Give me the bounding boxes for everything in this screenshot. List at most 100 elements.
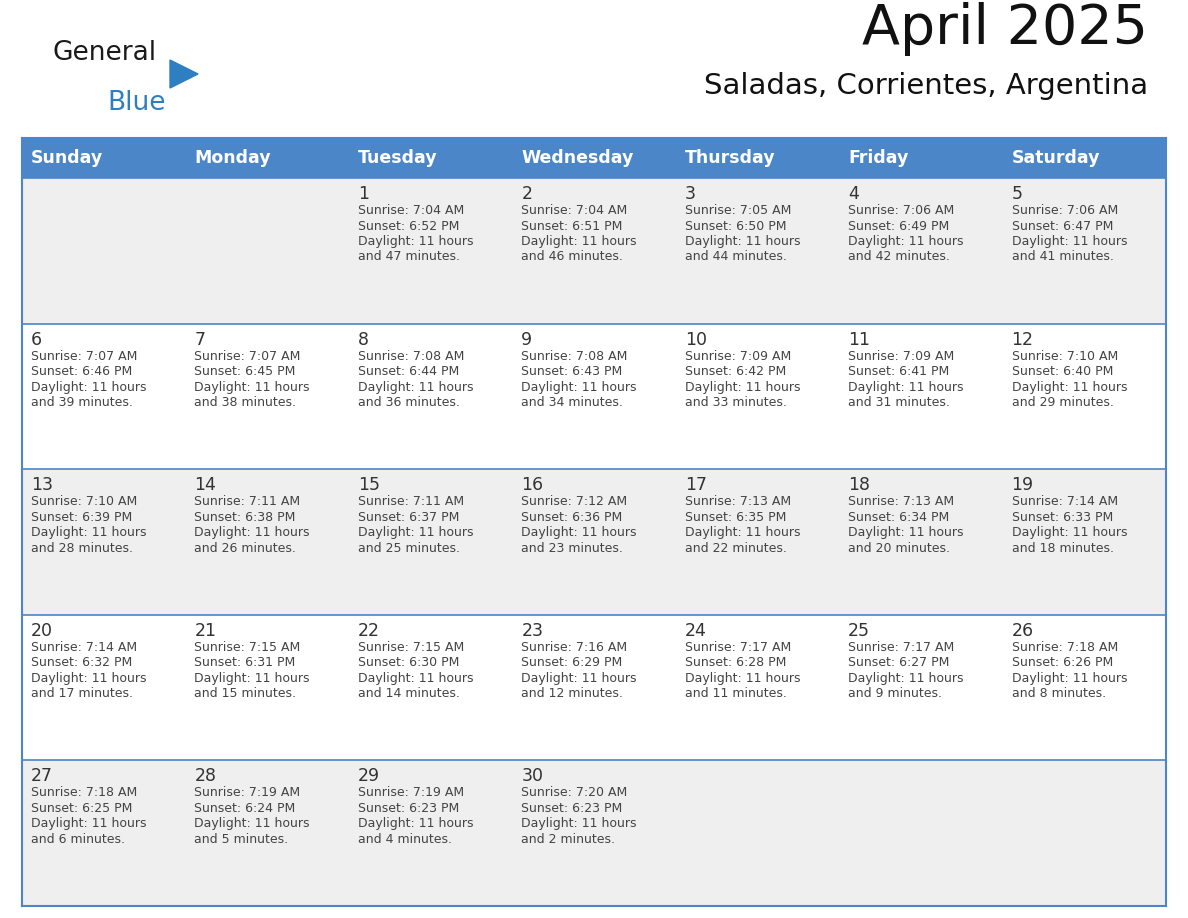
Text: Sunset: 6:37 PM: Sunset: 6:37 PM <box>358 510 460 523</box>
Bar <box>512 138 676 178</box>
Text: Daylight: 11 hours: Daylight: 11 hours <box>848 672 963 685</box>
Text: 21: 21 <box>195 621 216 640</box>
Text: Sunrise: 7:17 AM: Sunrise: 7:17 AM <box>684 641 791 654</box>
Text: Sunset: 6:23 PM: Sunset: 6:23 PM <box>358 802 459 815</box>
Text: Daylight: 11 hours: Daylight: 11 hours <box>684 381 801 394</box>
Text: Daylight: 11 hours: Daylight: 11 hours <box>195 381 310 394</box>
Text: Daylight: 11 hours: Daylight: 11 hours <box>358 672 473 685</box>
Text: Sunrise: 7:09 AM: Sunrise: 7:09 AM <box>848 350 954 363</box>
Text: 20: 20 <box>31 621 53 640</box>
Text: Sunset: 6:35 PM: Sunset: 6:35 PM <box>684 510 786 523</box>
Text: 15: 15 <box>358 476 380 494</box>
Text: Wednesday: Wednesday <box>522 149 633 167</box>
Text: Daylight: 11 hours: Daylight: 11 hours <box>1011 381 1127 394</box>
Text: Sunrise: 7:13 AM: Sunrise: 7:13 AM <box>684 495 791 509</box>
Text: 3: 3 <box>684 185 696 203</box>
Text: Sunrise: 7:18 AM: Sunrise: 7:18 AM <box>31 787 138 800</box>
Bar <box>839 178 1003 324</box>
Text: Sunrise: 7:19 AM: Sunrise: 7:19 AM <box>358 787 465 800</box>
Text: Saladas, Corrientes, Argentina: Saladas, Corrientes, Argentina <box>703 72 1148 100</box>
Text: and 41 minutes.: and 41 minutes. <box>1011 251 1113 263</box>
Bar <box>512 760 676 906</box>
Text: Sunset: 6:34 PM: Sunset: 6:34 PM <box>848 510 949 523</box>
Text: and 39 minutes.: and 39 minutes. <box>31 396 133 409</box>
Text: and 31 minutes.: and 31 minutes. <box>848 396 950 409</box>
Bar <box>23 324 185 469</box>
Text: 17: 17 <box>684 476 707 494</box>
Text: Daylight: 11 hours: Daylight: 11 hours <box>358 235 473 248</box>
Text: Daylight: 11 hours: Daylight: 11 hours <box>195 672 310 685</box>
Bar <box>23 469 185 615</box>
Text: and 5 minutes.: and 5 minutes. <box>195 833 289 845</box>
Bar <box>1003 615 1165 760</box>
Text: and 15 minutes.: and 15 minutes. <box>195 688 297 700</box>
Text: and 47 minutes.: and 47 minutes. <box>358 251 460 263</box>
Text: 25: 25 <box>848 621 870 640</box>
Text: and 8 minutes.: and 8 minutes. <box>1011 688 1106 700</box>
Text: Daylight: 11 hours: Daylight: 11 hours <box>522 235 637 248</box>
Text: and 17 minutes.: and 17 minutes. <box>31 688 133 700</box>
Text: 29: 29 <box>358 767 380 786</box>
Text: Sunset: 6:31 PM: Sunset: 6:31 PM <box>195 656 296 669</box>
Text: Sunset: 6:47 PM: Sunset: 6:47 PM <box>1011 219 1113 232</box>
Text: Daylight: 11 hours: Daylight: 11 hours <box>358 817 473 831</box>
Text: Sunset: 6:52 PM: Sunset: 6:52 PM <box>358 219 460 232</box>
Bar <box>676 469 839 615</box>
Text: Daylight: 11 hours: Daylight: 11 hours <box>522 817 637 831</box>
Text: and 25 minutes.: and 25 minutes. <box>358 542 460 554</box>
Text: 23: 23 <box>522 621 543 640</box>
Bar <box>23 178 185 324</box>
Text: 27: 27 <box>31 767 53 786</box>
Text: Sunset: 6:42 PM: Sunset: 6:42 PM <box>684 365 786 378</box>
Text: Sunset: 6:51 PM: Sunset: 6:51 PM <box>522 219 623 232</box>
Text: Daylight: 11 hours: Daylight: 11 hours <box>684 672 801 685</box>
Text: General: General <box>52 40 156 66</box>
Text: 8: 8 <box>358 330 368 349</box>
Text: and 12 minutes.: and 12 minutes. <box>522 688 624 700</box>
Text: 6: 6 <box>31 330 42 349</box>
Text: Sunset: 6:32 PM: Sunset: 6:32 PM <box>31 656 132 669</box>
Text: and 2 minutes.: and 2 minutes. <box>522 833 615 845</box>
Text: Blue: Blue <box>107 90 165 116</box>
Text: Sunset: 6:49 PM: Sunset: 6:49 PM <box>848 219 949 232</box>
Text: Friday: Friday <box>848 149 909 167</box>
Text: 22: 22 <box>358 621 380 640</box>
Text: 16: 16 <box>522 476 543 494</box>
Text: Daylight: 11 hours: Daylight: 11 hours <box>848 381 963 394</box>
Text: 11: 11 <box>848 330 870 349</box>
Text: Sunset: 6:27 PM: Sunset: 6:27 PM <box>848 656 949 669</box>
Text: and 26 minutes.: and 26 minutes. <box>195 542 296 554</box>
Bar <box>839 469 1003 615</box>
Bar <box>1003 138 1165 178</box>
Text: Sunrise: 7:06 AM: Sunrise: 7:06 AM <box>848 204 954 217</box>
Text: Thursday: Thursday <box>684 149 776 167</box>
Text: Daylight: 11 hours: Daylight: 11 hours <box>195 526 310 539</box>
Text: 5: 5 <box>1011 185 1023 203</box>
Text: 12: 12 <box>1011 330 1034 349</box>
Text: Sunset: 6:33 PM: Sunset: 6:33 PM <box>1011 510 1113 523</box>
Text: Sunrise: 7:16 AM: Sunrise: 7:16 AM <box>522 641 627 654</box>
Bar <box>839 138 1003 178</box>
Text: Sunrise: 7:10 AM: Sunrise: 7:10 AM <box>1011 350 1118 363</box>
Text: Sunrise: 7:10 AM: Sunrise: 7:10 AM <box>31 495 138 509</box>
Text: Sunrise: 7:07 AM: Sunrise: 7:07 AM <box>195 350 301 363</box>
Text: 14: 14 <box>195 476 216 494</box>
Bar <box>676 615 839 760</box>
Text: Sunset: 6:26 PM: Sunset: 6:26 PM <box>1011 656 1113 669</box>
Bar <box>1003 760 1165 906</box>
Text: Sunset: 6:38 PM: Sunset: 6:38 PM <box>195 510 296 523</box>
Text: Sunset: 6:25 PM: Sunset: 6:25 PM <box>31 802 132 815</box>
Text: Daylight: 11 hours: Daylight: 11 hours <box>848 526 963 539</box>
Text: Daylight: 11 hours: Daylight: 11 hours <box>358 526 473 539</box>
Text: 2: 2 <box>522 185 532 203</box>
Text: Sunset: 6:39 PM: Sunset: 6:39 PM <box>31 510 132 523</box>
Text: 28: 28 <box>195 767 216 786</box>
Bar <box>839 615 1003 760</box>
Text: Sunrise: 7:11 AM: Sunrise: 7:11 AM <box>195 495 301 509</box>
Text: Daylight: 11 hours: Daylight: 11 hours <box>31 672 146 685</box>
Text: Sunrise: 7:14 AM: Sunrise: 7:14 AM <box>31 641 137 654</box>
Bar <box>185 760 349 906</box>
Text: Sunset: 6:28 PM: Sunset: 6:28 PM <box>684 656 786 669</box>
Text: and 20 minutes.: and 20 minutes. <box>848 542 950 554</box>
Text: Daylight: 11 hours: Daylight: 11 hours <box>358 381 473 394</box>
